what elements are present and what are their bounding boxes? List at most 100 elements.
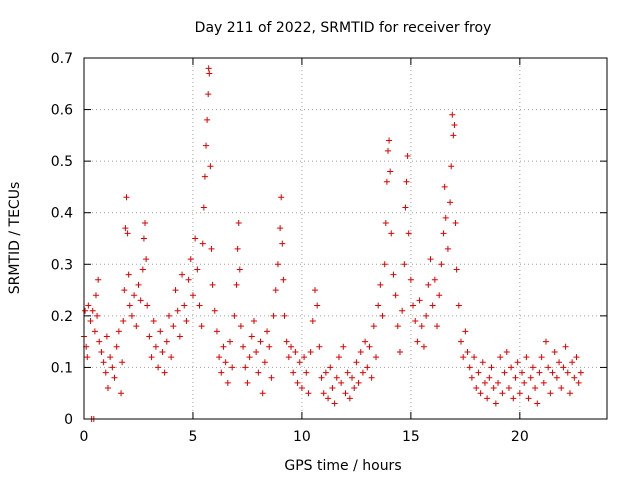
data-point [497,354,504,361]
data-point [333,374,340,381]
data-point [314,302,321,309]
data-point [440,230,447,237]
data-point [255,369,262,376]
data-point [477,390,484,397]
data-point [111,374,118,381]
data-point [98,348,105,355]
data-point [237,323,244,330]
data-point [207,163,214,170]
data-point [387,168,394,175]
plot-frame [83,57,608,420]
data-point [410,302,417,309]
data-point [479,359,486,366]
data-point [200,204,207,211]
data-point [103,333,110,340]
data-points [81,65,584,422]
data-point [120,318,127,325]
data-point [290,369,297,376]
data-point [346,395,353,402]
data-point [534,400,541,407]
data-point [329,385,336,392]
data-point [492,400,499,407]
data-point [529,364,536,371]
data-point [344,369,351,376]
data-point [394,323,401,330]
data-point [521,379,528,386]
data-point [405,230,412,237]
data-point [92,292,99,299]
data-point [261,359,268,366]
data-point [131,292,138,299]
y-tick-label: 0 [64,412,73,428]
data-point [399,307,406,314]
data-point [307,348,314,355]
data-point [268,374,275,381]
y-tick-label: 0.4 [51,206,73,222]
data-point [468,374,475,381]
data-point [349,374,356,381]
y-tick-label: 0.2 [51,309,73,325]
data-point [455,302,462,309]
data-point [527,374,534,381]
data-point [575,379,582,386]
data-point [170,323,177,330]
data-point [549,369,556,376]
data-point [447,199,454,206]
data-point [512,374,519,381]
data-point [420,343,427,350]
data-point [266,343,273,350]
data-point [259,390,266,397]
data-point [283,338,290,345]
data-point [355,379,362,386]
data-point [390,271,397,278]
data-point [240,343,247,350]
data-point [253,348,260,355]
data-point [288,343,295,350]
data-point [274,261,281,268]
data-point [165,312,172,319]
data-point [305,390,312,397]
data-point [429,302,436,309]
data-point [89,307,96,314]
data-point [279,240,286,247]
data-point [562,343,569,350]
data-point [85,302,92,309]
data-point [119,359,126,366]
x-tick-label: 15 [402,429,420,445]
data-point [402,204,409,211]
data-point [140,235,147,242]
data-point [564,369,571,376]
data-point [218,369,225,376]
data-point [536,369,543,376]
data-point [362,338,369,345]
grid [84,58,607,419]
data-point [462,328,469,335]
data-point [423,312,430,319]
data-point [335,354,342,361]
data-point [495,379,502,386]
data-point [205,91,212,98]
data-point [213,328,220,335]
data-point [128,312,135,319]
data-point [109,364,116,371]
data-point [425,281,432,288]
data-point [327,364,334,371]
data-point [208,245,215,252]
data-point [571,374,578,381]
y-axis-label: SRMTID / TECUs [7,182,23,295]
data-point [450,132,457,139]
data-point [540,379,547,386]
data-point [91,328,98,335]
data-point [250,318,257,325]
data-point [353,359,360,366]
data-point [542,338,549,345]
data-point [244,379,251,386]
data-point [148,354,155,361]
data-point [115,328,122,335]
data-point [438,261,445,268]
data-point [525,395,532,402]
data-point [488,364,495,371]
data-point [139,266,146,273]
data-point [471,354,478,361]
data-point [248,333,255,340]
